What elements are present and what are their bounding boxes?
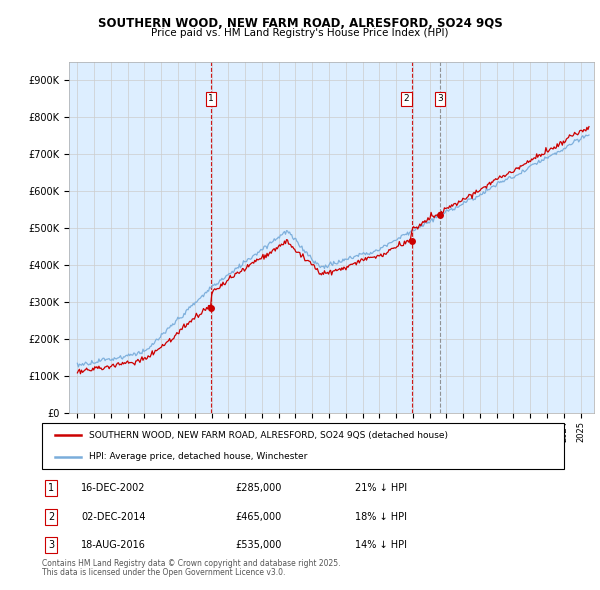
Text: 21% ↓ HPI: 21% ↓ HPI — [355, 483, 407, 493]
Text: 2: 2 — [48, 512, 55, 522]
Text: Price paid vs. HM Land Registry's House Price Index (HPI): Price paid vs. HM Land Registry's House … — [151, 28, 449, 38]
Text: Contains HM Land Registry data © Crown copyright and database right 2025.: Contains HM Land Registry data © Crown c… — [42, 559, 341, 568]
Text: 16-DEC-2002: 16-DEC-2002 — [81, 483, 146, 493]
Text: 3: 3 — [437, 94, 443, 103]
Text: 18% ↓ HPI: 18% ↓ HPI — [355, 512, 407, 522]
Text: 14% ↓ HPI: 14% ↓ HPI — [355, 540, 407, 550]
Text: SOUTHERN WOOD, NEW FARM ROAD, ALRESFORD, SO24 9QS (detached house): SOUTHERN WOOD, NEW FARM ROAD, ALRESFORD,… — [89, 431, 448, 440]
Text: 2: 2 — [404, 94, 409, 103]
Text: 1: 1 — [208, 94, 214, 103]
Text: 02-DEC-2014: 02-DEC-2014 — [81, 512, 146, 522]
Text: £465,000: £465,000 — [235, 512, 281, 522]
Text: £535,000: £535,000 — [235, 540, 281, 550]
Text: £285,000: £285,000 — [235, 483, 281, 493]
Text: This data is licensed under the Open Government Licence v3.0.: This data is licensed under the Open Gov… — [42, 568, 286, 577]
Text: 1: 1 — [49, 483, 55, 493]
Text: 18-AUG-2016: 18-AUG-2016 — [81, 540, 146, 550]
Text: SOUTHERN WOOD, NEW FARM ROAD, ALRESFORD, SO24 9QS: SOUTHERN WOOD, NEW FARM ROAD, ALRESFORD,… — [98, 17, 502, 30]
FancyBboxPatch shape — [42, 423, 564, 469]
Text: HPI: Average price, detached house, Winchester: HPI: Average price, detached house, Winc… — [89, 452, 307, 461]
Text: 3: 3 — [49, 540, 55, 550]
